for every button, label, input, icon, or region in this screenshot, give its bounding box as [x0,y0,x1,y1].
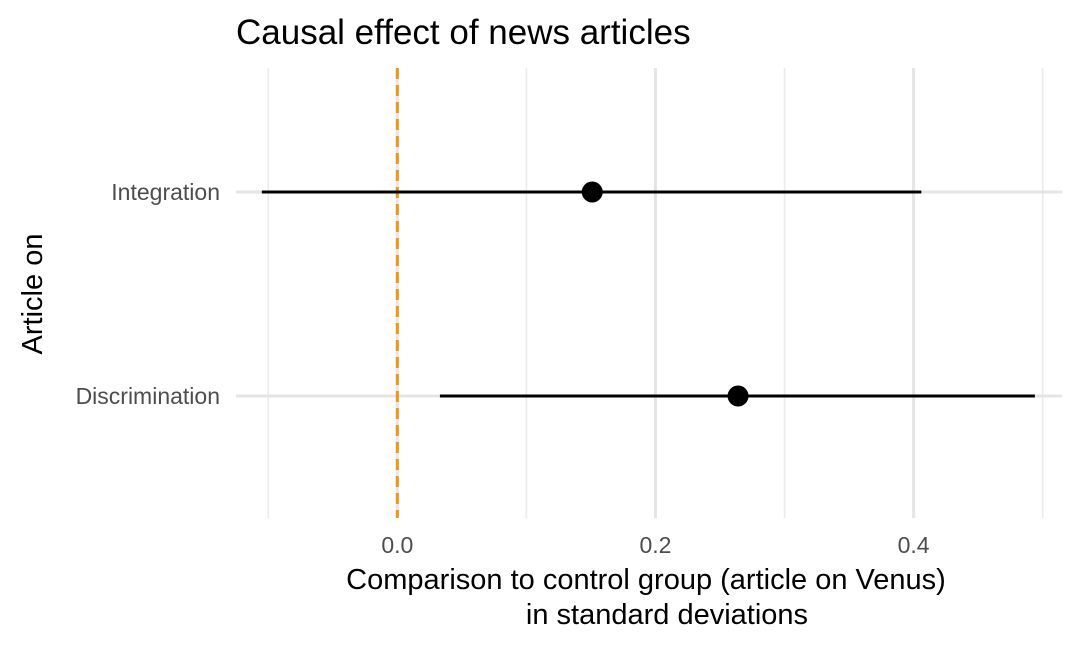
x-tick-label: 0.2 [639,532,671,558]
x-axis-title-line1: Comparison to control group (article on … [346,564,946,596]
estimate-point [581,181,603,203]
y-tick-label: Discrimination [76,383,220,409]
grid [236,68,1062,518]
estimate-point [727,385,749,407]
x-tick-label: 0.4 [898,532,930,558]
x-tick-labels: 0.0 0.2 0.4 [381,532,929,558]
marks [261,181,1035,407]
y-axis-title: Article on [17,234,49,355]
y-tick-label: Integration [111,179,220,205]
chart-title: Causal effect of news articles [236,13,691,52]
x-tick-label: 0.0 [381,532,413,558]
x-axis-title-line2: in standard deviations [526,599,808,631]
y-tick-labels: Integration Discrimination [76,179,220,409]
